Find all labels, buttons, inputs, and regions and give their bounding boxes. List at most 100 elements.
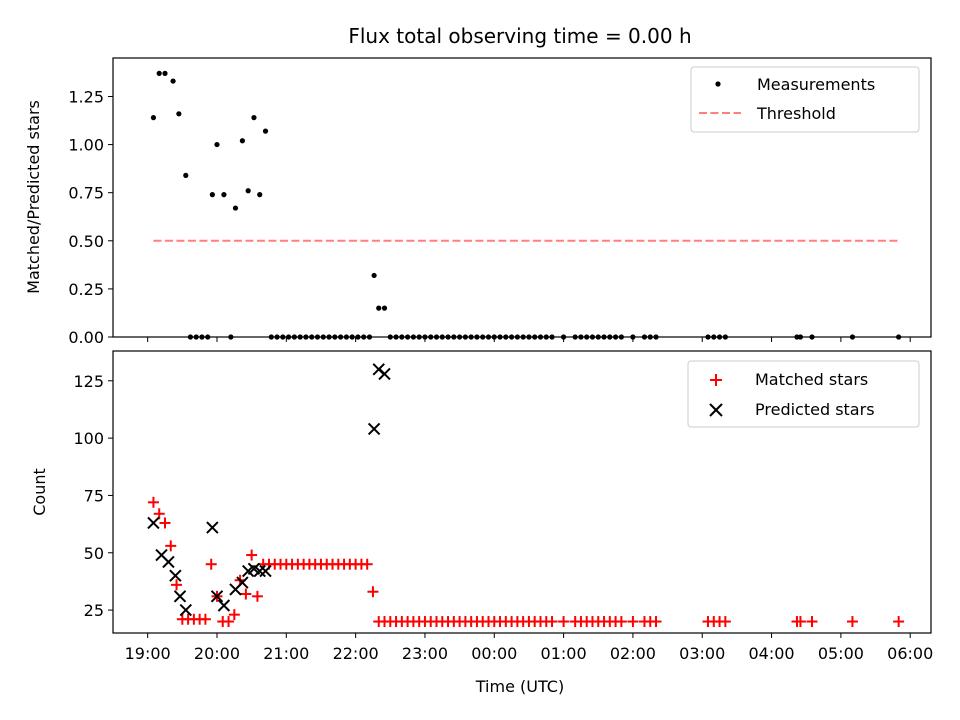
measurement-point (221, 192, 227, 198)
matched-star-point (147, 496, 159, 508)
top-y-tick-label: 0.25 (68, 280, 104, 299)
measurement-point (183, 172, 189, 178)
bottom-y-tick-label: 75 (84, 486, 104, 505)
matched-star-point (893, 616, 905, 628)
measurement-point (245, 188, 251, 194)
measurement-point (162, 70, 168, 76)
matched-star-point (223, 616, 235, 628)
matched-star-point (615, 616, 627, 628)
x-tick-label: 20:00 (194, 644, 240, 663)
bottom-x-ticks: 19:00 20:00 21:00 22:00 23:00 00:00 01:00 02:00… (125, 633, 933, 663)
matched-star-point (794, 616, 806, 628)
x-tick-label: 00:00 (471, 644, 517, 663)
top-y-tick-label: 0.50 (68, 232, 104, 251)
measurement-point (209, 192, 215, 198)
matched-star-point (546, 616, 558, 628)
x-tick-label: 19:00 (125, 644, 171, 663)
bottom-legend-box (687, 360, 920, 428)
x-axis-label: Time (UTC) (475, 677, 564, 696)
matched-star-point (558, 616, 570, 628)
bottom-plot-marks (147, 363, 905, 628)
matched-star-point (159, 517, 171, 529)
x-tick-label: 06:00 (887, 644, 933, 663)
bottom-y-tick-label: 25 (84, 601, 104, 620)
predicted-star-point (162, 555, 175, 569)
measurement-point (262, 128, 269, 134)
bottom-axes-frame (112, 350, 932, 634)
predicted-star-point (217, 599, 231, 612)
measurement-point (232, 205, 239, 211)
bottom-y-tick-label: 50 (84, 544, 104, 563)
measurement-point (176, 111, 182, 117)
legend-matched-marker (710, 374, 722, 386)
matched-star-point (846, 616, 858, 628)
matched-star-point (246, 549, 258, 561)
bottom-y-axis-label: Count (30, 468, 49, 516)
predicted-star-point (378, 367, 391, 381)
matched-star-point (806, 616, 818, 628)
top-x-ticks (147, 337, 911, 342)
chart-title: Flux total observing time = 0.00 h (348, 24, 691, 48)
x-tick-label: 21:00 (263, 644, 309, 663)
matched-star-point (719, 616, 731, 628)
x-tick-label: 23:00 (402, 644, 448, 663)
matched-star-point (205, 558, 217, 570)
legend-measurements-marker (715, 81, 721, 87)
predicted-star-point (206, 521, 219, 534)
predicted-star-point (259, 564, 272, 578)
top-axes-frame (112, 57, 932, 338)
bottom-y-tick-label: 100 (73, 429, 104, 448)
legend-predicted-marker (709, 403, 723, 417)
matched-star-point (627, 616, 639, 628)
measurement-point (371, 272, 377, 279)
x-tick-label: 05:00 (818, 644, 864, 663)
matched-star-point (251, 590, 263, 602)
measurement-point (257, 192, 263, 198)
measurement-point (381, 305, 388, 311)
top-y-axis-label: Matched/Predicted stars (24, 100, 43, 294)
legend-matched-label: Matched stars (755, 370, 868, 389)
predicted-star-point (169, 569, 182, 582)
predicted-star-point (367, 422, 381, 436)
measurement-point (251, 115, 257, 121)
predicted-star-point (179, 603, 192, 617)
predicted-star-point (173, 590, 187, 603)
matched-star-point (228, 609, 240, 621)
predicted-star-point (210, 590, 224, 603)
matched-star-point (650, 616, 662, 628)
predicted-star-point (236, 576, 249, 589)
matched-star-point (199, 613, 211, 625)
top-plot-marks (150, 70, 902, 340)
bottom-legend: Matched stars Predicted stars (687, 360, 920, 428)
measurement-point (239, 138, 246, 144)
x-tick-label: 01:00 (541, 644, 587, 663)
bottom-panel: 25 50 75 100 125 19:00 20:00 21:00 22:00 23:00 00… (30, 350, 933, 696)
x-tick-label: 02:00 (610, 644, 656, 663)
matched-star-point (367, 586, 379, 598)
measurement-point (156, 70, 162, 76)
bottom-y-tick-label: 125 (73, 372, 104, 391)
matched-star-point (361, 558, 373, 570)
matched-star-point (165, 540, 177, 552)
top-legend-box (690, 66, 920, 133)
x-tick-label: 22:00 (333, 644, 379, 663)
top-y-tick-label: 0.00 (68, 328, 104, 347)
top-y-ticks: 0.00 0.25 0.50 0.75 1.00 1.25 (68, 87, 113, 347)
measurement-point (150, 115, 157, 121)
matched-star-point (153, 508, 165, 520)
top-y-tick-label: 1.25 (68, 87, 104, 106)
measurement-point (376, 305, 382, 311)
measurement-point (214, 141, 220, 148)
legend-predicted-label: Predicted stars (755, 400, 875, 419)
x-tick-label: 04:00 (749, 644, 795, 663)
predicted-star-point (147, 516, 160, 530)
top-legend: Measurements Threshold (690, 66, 920, 133)
bottom-y-ticks: 25 50 75 100 125 (73, 372, 113, 620)
predicted-star-point (253, 564, 266, 578)
matched-star-point (240, 588, 252, 600)
legend-measurements-label: Measurements (757, 75, 875, 94)
x-tick-label: 03:00 (679, 644, 725, 663)
top-panel: 0.00 0.25 0.50 0.75 1.00 1.25 Matched/Predict… (24, 57, 932, 347)
matched-star-point (171, 579, 183, 591)
